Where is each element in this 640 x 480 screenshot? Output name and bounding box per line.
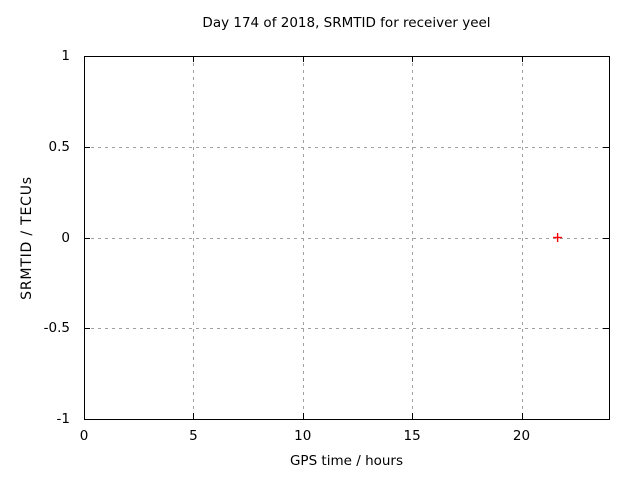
x-tick-label: 20 [512,428,531,444]
x-axis-label: GPS time / hours [289,453,404,469]
x-tick-label: 0 [79,428,89,444]
y-tick-label: 0.5 [48,138,70,155]
y-tick-label: -1 [56,411,70,427]
y-tick-label: 1 [61,48,70,64]
chart-title: Day 174 of 2018, SRMTID for receiver yee… [202,15,491,31]
y-tick-label: 0 [61,229,70,246]
x-tick-label: 10 [294,428,312,444]
x-tick-label: 5 [189,428,198,444]
x-tick-label: 15 [403,428,421,444]
plot-border [84,56,610,420]
y-tick-label: -0.5 [43,320,70,337]
